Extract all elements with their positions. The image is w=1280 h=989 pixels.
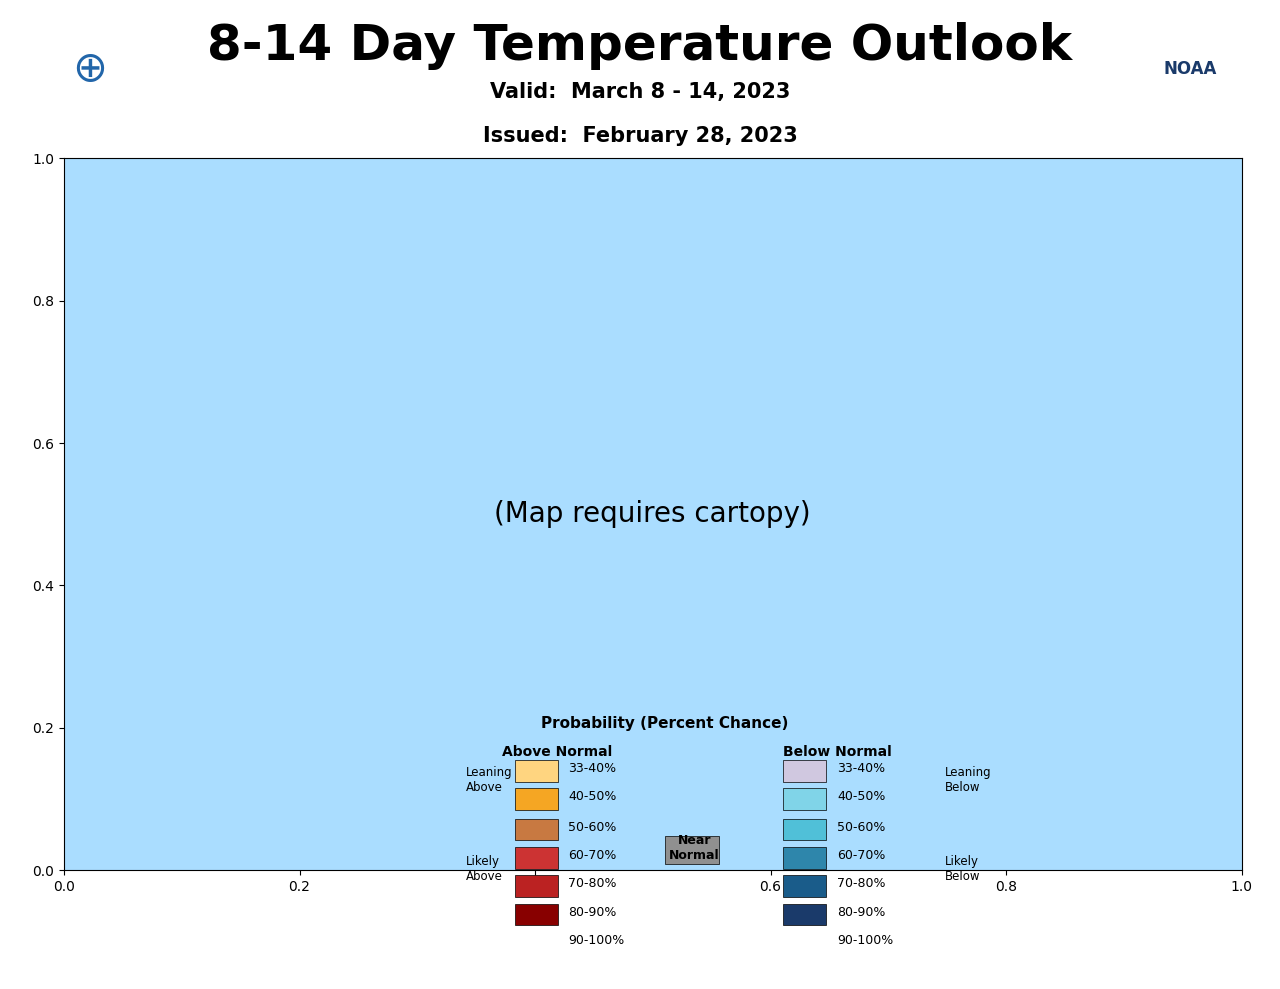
Text: Probability (Percent Chance): Probability (Percent Chance) [541,716,788,732]
FancyBboxPatch shape [783,788,827,810]
Text: Leaning
Below: Leaning Below [945,765,991,793]
FancyBboxPatch shape [783,875,827,897]
Text: 80-90%: 80-90% [837,906,886,919]
Text: Below Normal: Below Normal [783,745,891,759]
Text: Above Normal: Above Normal [503,745,613,759]
Text: Issued:  February 28, 2023: Issued: February 28, 2023 [483,126,797,146]
Text: 50-60%: 50-60% [568,821,617,834]
FancyBboxPatch shape [666,836,719,864]
Text: Leaning
Above: Leaning Above [466,765,513,793]
FancyBboxPatch shape [515,904,558,926]
FancyBboxPatch shape [783,819,827,841]
FancyBboxPatch shape [515,760,558,781]
FancyBboxPatch shape [783,904,827,926]
Text: 90-100%: 90-100% [837,934,893,947]
Text: 70-80%: 70-80% [837,877,886,890]
Text: 60-70%: 60-70% [568,850,617,862]
Text: 50-60%: 50-60% [837,821,886,834]
Text: NOAA: NOAA [1164,60,1217,78]
Text: Near: Near [678,834,712,847]
Text: 40-50%: 40-50% [568,790,617,803]
FancyBboxPatch shape [515,932,558,953]
Text: 8-14 Day Temperature Outlook: 8-14 Day Temperature Outlook [207,22,1073,70]
Text: 90-100%: 90-100% [568,934,625,947]
FancyBboxPatch shape [783,760,827,781]
FancyBboxPatch shape [783,847,827,868]
Text: Normal: Normal [669,850,719,862]
FancyBboxPatch shape [515,875,558,897]
Text: Likely
Above: Likely Above [466,854,503,883]
Text: 40-50%: 40-50% [837,790,886,803]
FancyBboxPatch shape [515,819,558,841]
Text: 70-80%: 70-80% [568,877,617,890]
FancyBboxPatch shape [515,788,558,810]
Text: Valid:  March 8 - 14, 2023: Valid: March 8 - 14, 2023 [490,81,790,102]
Text: 80-90%: 80-90% [568,906,617,919]
Text: 60-70%: 60-70% [837,850,886,862]
Text: Likely
Below: Likely Below [945,854,980,883]
FancyBboxPatch shape [515,847,558,868]
FancyBboxPatch shape [783,932,827,953]
Text: (Map requires cartopy): (Map requires cartopy) [494,500,812,528]
Text: ⊕: ⊕ [72,48,108,90]
Text: 33-40%: 33-40% [568,763,617,775]
Text: 33-40%: 33-40% [837,763,886,775]
